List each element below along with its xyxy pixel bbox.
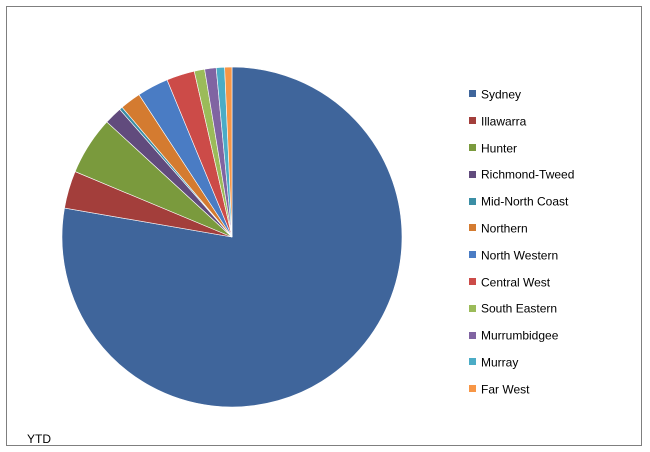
legend-label: Illawarra <box>481 114 527 129</box>
legend-item-murrumbidgee: Murrumbidgee <box>469 322 639 349</box>
legend-item-hunter: Hunter <box>469 135 639 162</box>
legend-label: Murray <box>481 355 519 370</box>
legend-item-far-west: Far West <box>469 376 639 403</box>
legend-item-northern: Northern <box>469 215 639 242</box>
legend-swatch <box>469 331 476 339</box>
legend-label: Richmond-Tweed <box>481 167 575 182</box>
legend-swatch <box>469 90 476 98</box>
legend-label: Hunter <box>481 141 518 156</box>
legend-label: Mid-North Coast <box>481 194 569 209</box>
legend-label: Northern <box>481 221 528 236</box>
pie-slice-far-west <box>224 66 233 238</box>
legend-label: Sydney <box>481 87 522 102</box>
legend-item-central-west: Central West <box>469 269 639 296</box>
legend-item-murray: Murray <box>469 349 639 376</box>
legend-item-mid-north-coast: Mid-North Coast <box>469 188 639 215</box>
legend-label: North Western <box>481 248 559 263</box>
legend-label: Murrumbidgee <box>481 328 559 343</box>
legend-label: Central West <box>481 275 551 289</box>
legend-swatch <box>469 117 476 125</box>
legend-item-illawarra: Illawarra <box>469 108 639 135</box>
legend-item-north-western: North Western <box>469 242 639 269</box>
legend-item-richmond-tweed: Richmond-Tweed <box>469 161 639 188</box>
legend-item-sydney: Sydney <box>469 81 639 108</box>
legend-label: South Eastern <box>481 301 558 316</box>
ytd-note: YTD <box>27 432 51 446</box>
legend-swatch <box>469 251 476 259</box>
pie-chart <box>61 66 403 408</box>
chart-area: Sydney Illawarra Hunter Richmond-Tweed Mid-N… <box>6 6 642 446</box>
legend-swatch <box>469 224 476 232</box>
chart-legend: Sydney Illawarra Hunter Richmond-Tweed Mid-N… <box>469 81 639 403</box>
legend-item-south-eastern: South Eastern <box>469 295 639 322</box>
legend-label: Far West <box>481 382 530 397</box>
legend-swatch <box>469 197 476 205</box>
legend-swatch <box>469 277 476 285</box>
legend-swatch <box>469 143 476 151</box>
legend-swatch <box>469 385 476 393</box>
legend-swatch <box>469 358 476 366</box>
legend-swatch <box>469 304 476 312</box>
legend-swatch <box>469 170 476 178</box>
